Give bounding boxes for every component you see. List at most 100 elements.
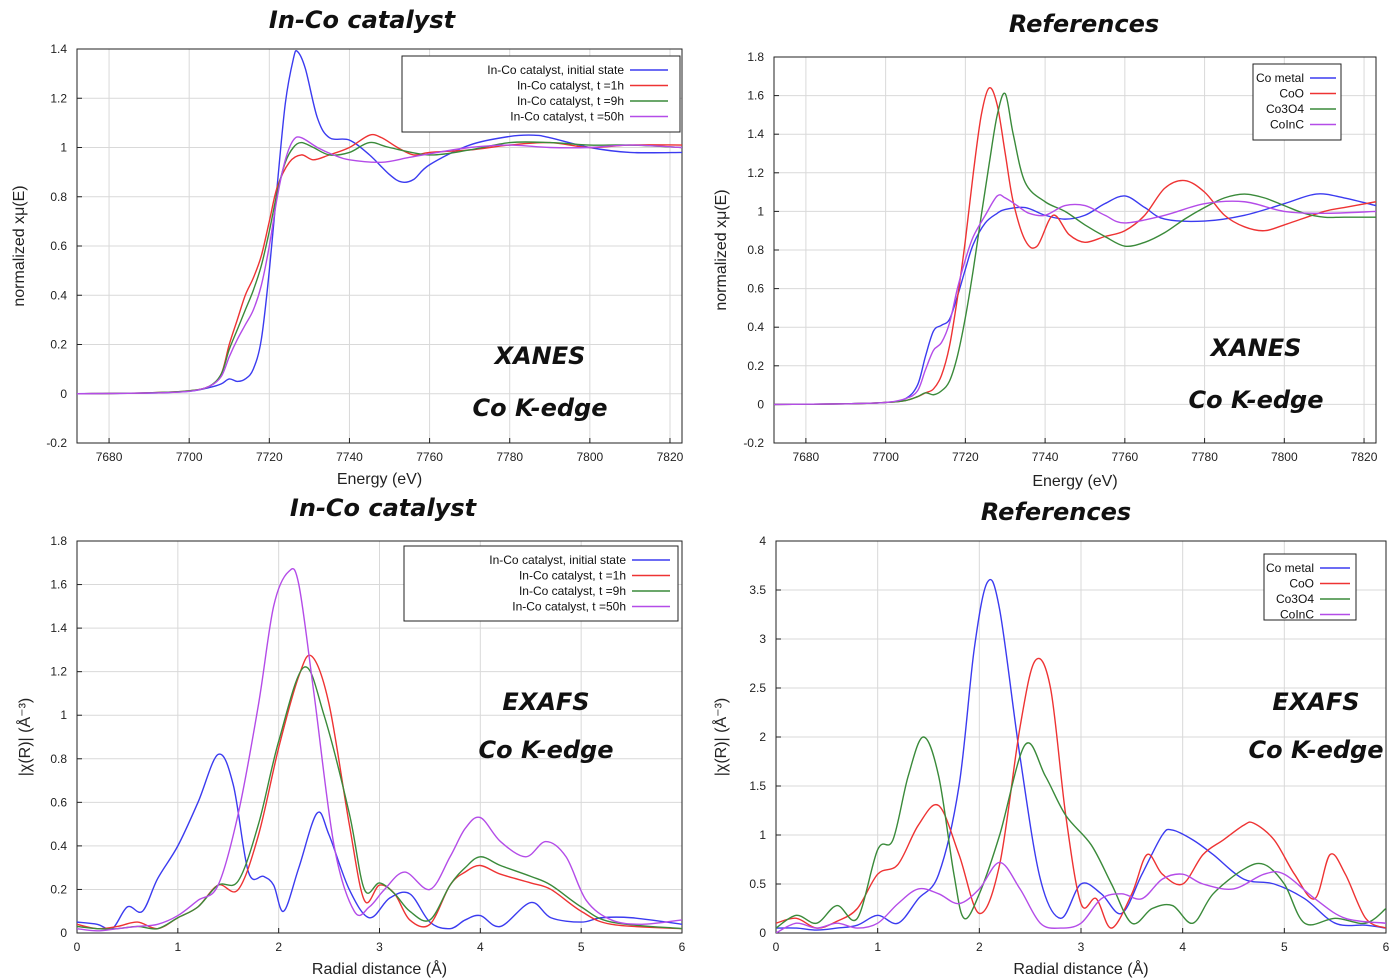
y-tick-label: 3	[759, 632, 766, 646]
series-line	[77, 567, 682, 932]
x-tick-label: 2	[976, 940, 983, 954]
y-tick-label: 0.2	[747, 359, 764, 373]
y-tick-label: 1.8	[747, 50, 764, 64]
y-tick-label: 1.2	[50, 91, 67, 105]
series-group	[77, 567, 682, 932]
y-tick-label: 1.2	[50, 665, 67, 679]
x-axis-label: Energy (eV)	[1032, 473, 1117, 490]
panel-exafs-catalyst: In-Co catalyst 0 1 2 3 4 5 6 0 0.2 0.4 0.6 0.8 1 1.2 1.…	[0, 490, 696, 979]
legend-entry-label: In-Co catalyst, t =9h	[517, 94, 624, 108]
legend-entry-label: CoInC	[1270, 118, 1304, 132]
y-tick-label: 0.8	[50, 752, 67, 766]
legend-box	[1252, 63, 1342, 141]
y-tick-label: -0.2	[46, 436, 67, 450]
series-line	[77, 133, 682, 395]
x-tick-label: 7700	[176, 450, 203, 464]
x-tick-label: 7720	[256, 450, 283, 464]
legend-entry-label: Co metal	[1266, 561, 1314, 575]
chart-exafs-catalyst: In-Co catalyst 0 1 2 3 4 5 6 0 0.2 0.4 0.6 0.8 1 1.2 1.…	[15, 494, 686, 978]
x-tick-label: 0	[74, 940, 81, 954]
legend-entry-label: In-Co catalyst, t =1h	[517, 79, 624, 93]
series-line	[776, 736, 1386, 929]
legend-entry-label: In-Co catalyst, t =50h	[510, 110, 624, 124]
y-tick-label: 0	[757, 397, 764, 411]
series-group	[77, 50, 682, 395]
series-line	[77, 50, 682, 395]
x-tick-label: 7720	[952, 450, 979, 464]
y-tick-label: 0.4	[747, 320, 764, 334]
legend-entry-label: In-Co catalyst, initial state	[489, 553, 626, 567]
x-tick-label: 6	[679, 940, 686, 954]
x-tick-label: 7740	[336, 450, 363, 464]
series-line	[776, 861, 1386, 933]
x-tick-label: 7800	[576, 450, 603, 464]
legend-entry-label: CoO	[1279, 87, 1304, 101]
legend-box	[403, 545, 679, 622]
y-axis-label: normalized xμ(E)	[11, 185, 28, 306]
series-line	[774, 92, 1376, 406]
x-tick-label: 7780	[1191, 450, 1218, 464]
annotation-edge: Co K-edge	[473, 394, 608, 422]
series-line	[774, 87, 1376, 406]
legend-entry-label: Co3O4	[1266, 102, 1304, 116]
y-axis-label: |χ(R)| (Å⁻³)	[711, 698, 730, 776]
x-tick-label: 7680	[793, 450, 820, 464]
series-line	[77, 753, 682, 931]
chart-title: References	[1009, 10, 1159, 38]
y-tick-label: 0.2	[50, 882, 67, 896]
series-group	[776, 578, 1386, 933]
y-tick-label: 0.8	[747, 243, 764, 257]
y-tick-label: 0.2	[50, 338, 67, 352]
x-tick-label: 7780	[496, 450, 523, 464]
panel-exafs-references: References 0 1 2 3 4 5 6 0 0.5 1 1.5 2 2.5 3 3.5 4 Radial…	[696, 490, 1392, 979]
annotation-technique: XANES	[493, 342, 586, 370]
x-tick-label: 7760	[1111, 450, 1138, 464]
x-tick-label: 0	[773, 940, 780, 954]
legend-entry-label: Co3O4	[1276, 592, 1314, 606]
panel-xanes-catalyst: In-Co catalyst 7680 7700 7720 7740 7760 7780 78…	[0, 0, 696, 490]
x-tick-label: 7760	[416, 450, 443, 464]
y-tick-label: 1.4	[50, 621, 67, 635]
y-tick-label: 0	[60, 387, 67, 401]
series-line	[77, 136, 682, 395]
legend-entry-label: CoInC	[1280, 608, 1314, 622]
series-line	[774, 193, 1376, 406]
y-tick-label: 2	[759, 730, 766, 744]
x-tick-label: 7680	[96, 450, 123, 464]
y-tick-label: 1	[60, 141, 67, 155]
annotation-edge: Co K-edge	[479, 736, 614, 764]
x-axis-label: Radial distance (Å)	[1013, 959, 1148, 978]
chart-xanes-catalyst: In-Co catalyst 7680 7700 7720 7740 7760 7780 78…	[11, 6, 684, 488]
series-line	[776, 578, 1386, 931]
annotation-edge: Co K-edge	[1189, 386, 1324, 414]
legend-entry-label: In-Co catalyst, t =50h	[512, 600, 626, 614]
x-tick-label: 1	[174, 940, 181, 954]
series-line	[776, 657, 1386, 929]
x-tick-label: 2	[275, 940, 282, 954]
series-line	[77, 141, 682, 395]
y-tick-label: 4	[759, 534, 766, 548]
x-tick-label: 5	[1281, 940, 1288, 954]
y-tick-label: 3.5	[749, 583, 766, 597]
x-tick-label: 7800	[1271, 450, 1298, 464]
legend-box	[401, 55, 681, 133]
y-tick-label: 1	[759, 828, 766, 842]
annotation-technique: XANES	[1209, 334, 1302, 362]
y-tick-label: 0.6	[50, 239, 67, 253]
y-axis-label: |χ(R)| (Å⁻³)	[15, 698, 34, 776]
x-tick-label: 1	[874, 940, 881, 954]
y-tick-label: 1.4	[50, 42, 67, 56]
annotation-edge: Co K-edge	[1249, 736, 1384, 764]
y-axis-label: normalized xμ(E)	[713, 189, 730, 310]
y-tick-label: 0.4	[50, 839, 67, 853]
legend: In-Co catalyst, initial state In-Co catal…	[401, 55, 681, 133]
annotation-technique: EXAFS	[1272, 688, 1359, 716]
y-tick-label: 1	[60, 708, 67, 722]
x-tick-label: 7820	[657, 450, 684, 464]
y-tick-label: 0.6	[747, 282, 764, 296]
x-tick-label: 4	[477, 940, 484, 954]
x-tick-label: 4	[1179, 940, 1186, 954]
x-tick-label: 7700	[872, 450, 899, 464]
chart-title: References	[981, 498, 1131, 526]
